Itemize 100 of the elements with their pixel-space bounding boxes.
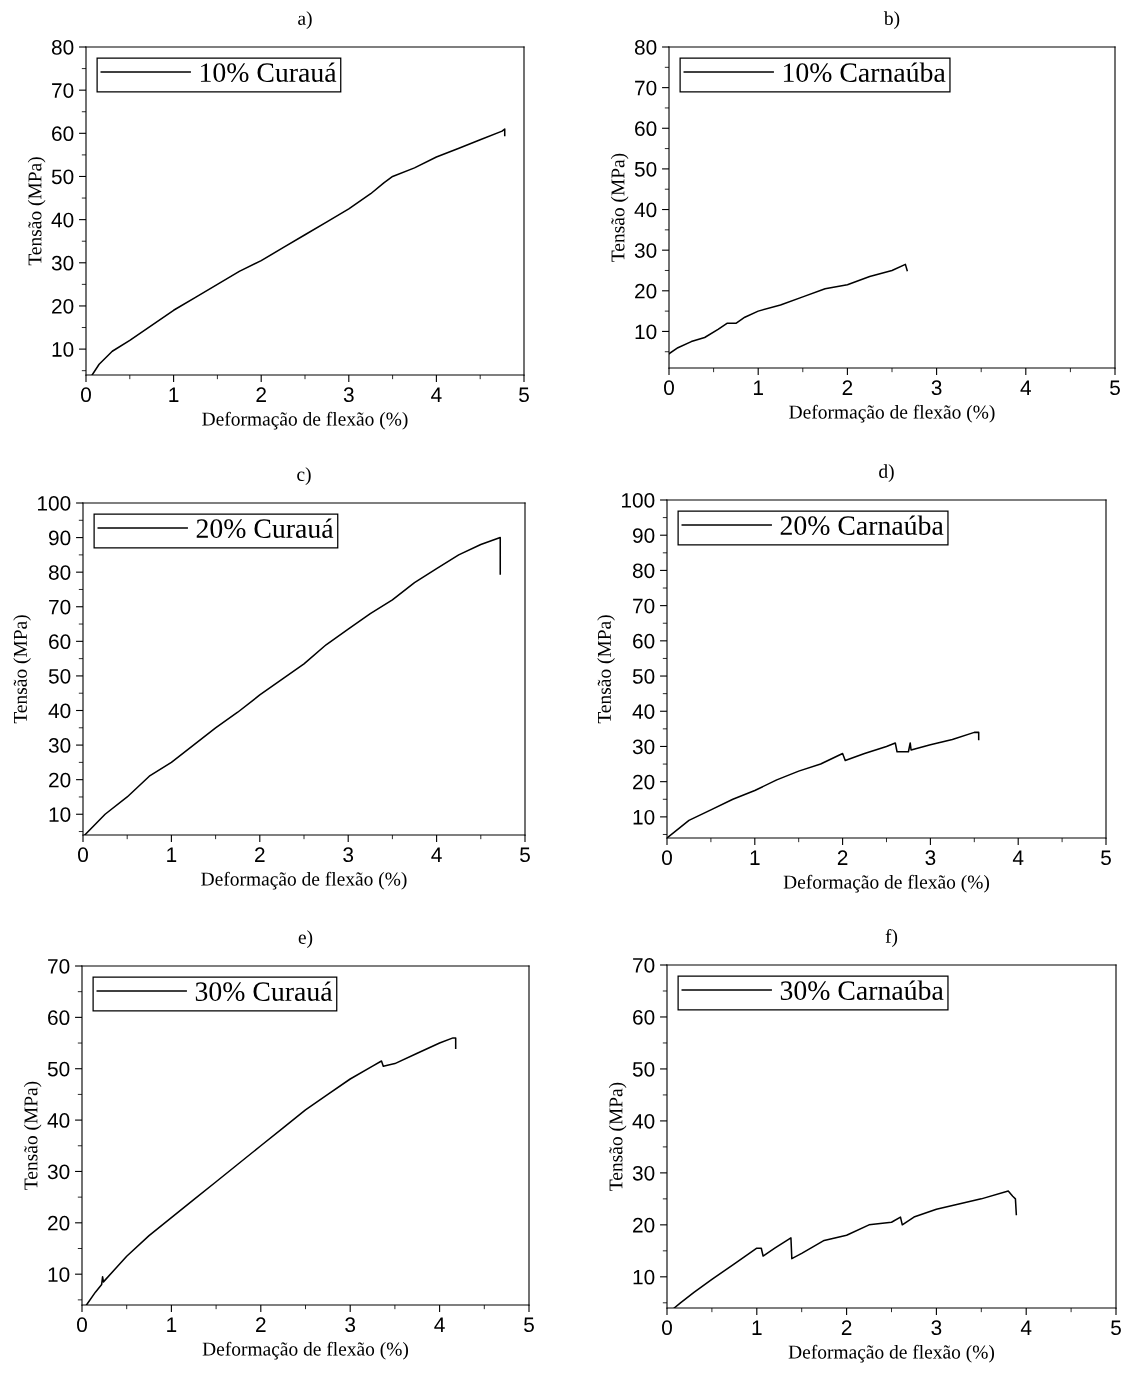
y-tick-label: 30 bbox=[632, 1165, 655, 1181]
y-tick-label: 70 bbox=[633, 598, 655, 614]
x-tick-label: 1 bbox=[750, 850, 760, 865]
y-tick-label: 40 bbox=[632, 1113, 655, 1129]
y-tick-label: 40 bbox=[47, 1113, 70, 1128]
y-tick-label: 70 bbox=[52, 83, 74, 98]
x-tick-label: 0 bbox=[81, 387, 91, 403]
y-tick-label: 30 bbox=[632, 739, 655, 755]
y-tick-label: 30 bbox=[47, 1164, 70, 1180]
x-tick-label: 5 bbox=[1101, 850, 1111, 866]
legend-label: 30% Curauá bbox=[195, 981, 333, 1002]
x-tick-label: 0 bbox=[664, 380, 674, 396]
x-tick-label: 2 bbox=[842, 380, 853, 395]
x-tick-label: 1 bbox=[752, 1320, 762, 1335]
y-tick-label: 60 bbox=[633, 1009, 655, 1025]
x-tick-label: 3 bbox=[343, 847, 354, 863]
y-tick-label: 30 bbox=[51, 255, 74, 271]
y-axis-title: Tensão (MPa) bbox=[23, 1081, 42, 1190]
y-tick-label: 70 bbox=[48, 959, 70, 974]
legend-label: 30% Carnaúba bbox=[780, 980, 944, 1001]
y-tick-label: 10 bbox=[633, 1269, 655, 1285]
x-axis-title: Deformação de flexão (%) bbox=[783, 874, 990, 893]
y-tick-label: 50 bbox=[51, 169, 74, 185]
y-axis-title: Tensão (MPa) bbox=[608, 1082, 627, 1191]
y-tick-label: 20 bbox=[48, 1215, 70, 1231]
x-tick-label: 0 bbox=[662, 850, 672, 866]
y-tick-label: 40 bbox=[48, 703, 71, 719]
y-tick-label: 20 bbox=[52, 298, 74, 314]
x-tick-label: 4 bbox=[1012, 850, 1024, 865]
x-tick-label: 2 bbox=[256, 1317, 266, 1332]
chart-title: d) bbox=[879, 464, 894, 482]
y-tick-label: 100 bbox=[622, 493, 655, 508]
x-tick-label: 1 bbox=[167, 1317, 177, 1332]
x-tick-label: 3 bbox=[925, 850, 936, 866]
x-tick-label: 4 bbox=[434, 1317, 445, 1332]
x-tick-label: 1 bbox=[169, 387, 179, 402]
y-axis-title: Tensão (MPa) bbox=[610, 153, 629, 262]
x-tick-label: 5 bbox=[520, 847, 530, 863]
legend-label: 20% Carnaúba bbox=[780, 515, 944, 536]
y-tick-label: 20 bbox=[633, 774, 655, 790]
y-tick-label: 10 bbox=[52, 342, 74, 357]
x-axis-title: Deformação de flexão (%) bbox=[202, 1341, 409, 1360]
y-tick-label: 70 bbox=[49, 599, 71, 615]
x-tick-label: 3 bbox=[345, 1317, 356, 1333]
y-axis-title: Tensão (MPa) bbox=[27, 157, 46, 266]
chart-title: c) bbox=[297, 467, 311, 485]
chart-title: f) bbox=[885, 929, 898, 947]
x-tick-label: 2 bbox=[256, 387, 266, 402]
y-axis-title: Tensão (MPa) bbox=[597, 615, 615, 724]
y-tick-label: 60 bbox=[635, 121, 657, 137]
x-tick-label: 0 bbox=[78, 847, 88, 863]
y-tick-label: 40 bbox=[51, 212, 74, 228]
chart-title: b) bbox=[883, 11, 900, 29]
x-axis-title: Deformação de flexão (%) bbox=[789, 404, 995, 423]
chart-title: e) bbox=[298, 930, 313, 948]
y-tick-label: 20 bbox=[49, 772, 71, 788]
y-tick-label: 60 bbox=[633, 633, 655, 649]
x-axis-title: Deformação de flexão (%) bbox=[201, 871, 407, 890]
y-tick-label: 80 bbox=[632, 563, 655, 579]
legend-label: 10% Carnaúba bbox=[783, 62, 946, 83]
x-tick-label: 5 bbox=[524, 1317, 534, 1333]
y-tick-label: 10 bbox=[49, 807, 71, 822]
x-tick-label: 5 bbox=[1111, 1320, 1121, 1336]
y-tick-label: 50 bbox=[48, 668, 71, 684]
legend-label: 10% Curauá bbox=[200, 62, 337, 83]
y-tick-label: 10 bbox=[633, 809, 655, 825]
x-tick-label: 1 bbox=[167, 847, 177, 862]
y-tick-label: 60 bbox=[52, 126, 74, 142]
y-tick-label: 10 bbox=[48, 1267, 70, 1282]
y-tick-label: 80 bbox=[634, 40, 657, 55]
y-tick-label: 90 bbox=[633, 528, 655, 543]
x-tick-label: 0 bbox=[662, 1320, 672, 1336]
y-tick-label: 60 bbox=[49, 634, 71, 650]
x-tick-label: 4 bbox=[1020, 380, 1031, 395]
y-tick-label: 80 bbox=[48, 565, 71, 580]
x-tick-label: 0 bbox=[77, 1317, 87, 1333]
x-tick-label: 1 bbox=[754, 380, 763, 395]
y-tick-label: 70 bbox=[633, 958, 655, 973]
x-axis-title: Deformação de flexão (%) bbox=[202, 411, 408, 430]
y-tick-label: 50 bbox=[47, 1061, 70, 1077]
x-tick-label: 2 bbox=[255, 847, 265, 862]
x-tick-label: 5 bbox=[1110, 380, 1120, 396]
x-tick-label: 2 bbox=[841, 1320, 852, 1335]
x-tick-label: 4 bbox=[1020, 1320, 1032, 1335]
y-tick-label: 70 bbox=[635, 80, 657, 96]
x-tick-label: 3 bbox=[931, 380, 942, 396]
y-tick-label: 20 bbox=[635, 283, 657, 299]
x-axis-title: Deformação de flexão (%) bbox=[788, 1344, 995, 1363]
y-tick-label: 30 bbox=[48, 738, 71, 753]
y-tick-label: 40 bbox=[632, 704, 655, 719]
x-tick-label: 3 bbox=[343, 387, 354, 403]
legend-label: 20% Curauá bbox=[196, 518, 334, 539]
y-tick-label: 50 bbox=[632, 1061, 655, 1077]
x-tick-label: 4 bbox=[431, 387, 442, 402]
y-tick-label: 90 bbox=[49, 530, 71, 546]
x-tick-label: 5 bbox=[519, 387, 529, 403]
y-tick-label: 60 bbox=[48, 1010, 70, 1026]
y-axis-title: Tensão (MPa) bbox=[13, 615, 31, 724]
y-tick-label: 10 bbox=[635, 324, 657, 340]
y-tick-label: 30 bbox=[634, 243, 657, 258]
